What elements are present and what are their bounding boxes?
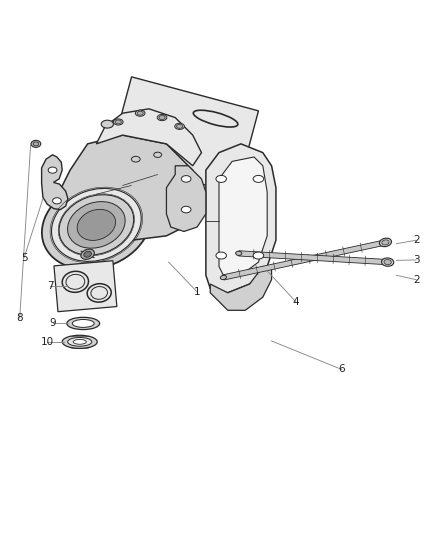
Ellipse shape (101, 120, 113, 128)
Ellipse shape (62, 335, 97, 349)
Text: 9: 9 (49, 318, 56, 328)
Ellipse shape (73, 340, 86, 344)
Ellipse shape (175, 123, 184, 130)
Bar (110, 77, 258, 193)
Ellipse shape (135, 110, 145, 116)
Ellipse shape (77, 209, 116, 240)
Text: 8: 8 (16, 313, 23, 323)
Ellipse shape (72, 319, 94, 327)
Ellipse shape (48, 167, 57, 173)
Ellipse shape (181, 175, 191, 182)
Ellipse shape (253, 252, 264, 259)
Ellipse shape (379, 238, 392, 247)
Ellipse shape (177, 124, 183, 128)
Polygon shape (223, 240, 386, 280)
Polygon shape (96, 109, 201, 166)
Ellipse shape (136, 143, 152, 155)
Ellipse shape (382, 240, 389, 245)
Ellipse shape (216, 252, 226, 259)
Ellipse shape (67, 337, 92, 346)
Ellipse shape (157, 115, 167, 120)
Ellipse shape (59, 195, 134, 255)
Text: 2: 2 (413, 274, 420, 285)
Ellipse shape (220, 276, 226, 280)
Polygon shape (210, 266, 272, 310)
Ellipse shape (159, 116, 165, 119)
Ellipse shape (155, 158, 171, 169)
Polygon shape (206, 144, 276, 293)
Ellipse shape (137, 111, 143, 115)
Text: 3: 3 (413, 255, 420, 265)
Ellipse shape (236, 251, 242, 255)
Ellipse shape (141, 124, 157, 136)
Polygon shape (239, 251, 388, 265)
Ellipse shape (67, 317, 99, 329)
Ellipse shape (113, 119, 123, 125)
Text: 10: 10 (41, 337, 54, 347)
Ellipse shape (115, 120, 121, 124)
Ellipse shape (181, 206, 191, 213)
Ellipse shape (160, 139, 176, 150)
Text: 6: 6 (338, 365, 345, 374)
Ellipse shape (67, 201, 125, 248)
Ellipse shape (52, 188, 141, 261)
Ellipse shape (33, 142, 39, 146)
Ellipse shape (381, 258, 394, 266)
Text: 4: 4 (292, 296, 299, 306)
Text: 7: 7 (47, 281, 54, 291)
Ellipse shape (384, 260, 391, 264)
Text: 5: 5 (21, 253, 28, 263)
Ellipse shape (253, 175, 264, 182)
Ellipse shape (53, 198, 61, 204)
Ellipse shape (154, 152, 162, 157)
Ellipse shape (84, 251, 92, 257)
Ellipse shape (81, 249, 94, 260)
Text: 2: 2 (413, 235, 420, 245)
Bar (54, 261, 117, 312)
Ellipse shape (216, 175, 226, 182)
Text: 1: 1 (194, 287, 201, 297)
Polygon shape (61, 135, 201, 240)
Ellipse shape (198, 112, 233, 125)
Polygon shape (42, 155, 68, 209)
Polygon shape (166, 166, 206, 231)
Ellipse shape (131, 156, 140, 162)
Polygon shape (219, 157, 267, 275)
Ellipse shape (31, 140, 41, 147)
Ellipse shape (42, 181, 151, 269)
